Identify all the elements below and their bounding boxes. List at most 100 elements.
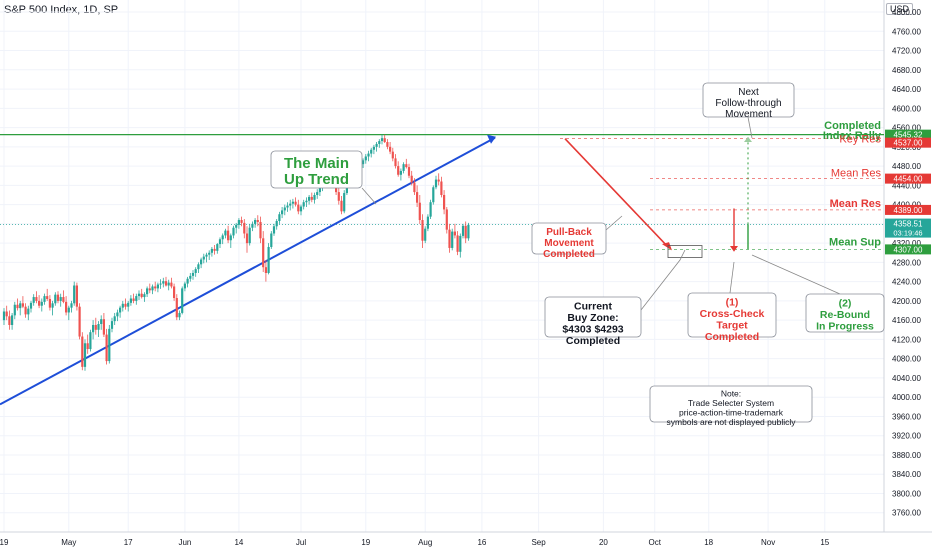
callout-text: Pull-Back [546,227,592,238]
candle-body [116,312,119,317]
y-tick-label: 4720.00 [892,47,921,56]
candle-body [264,267,267,273]
candle [453,223,456,239]
candle-body [189,275,192,279]
candle-body [221,235,224,240]
candle [256,215,259,227]
candle [194,267,197,277]
candle-body [424,228,427,241]
candle [316,189,319,199]
price-tag-text: 4537.00 [894,139,923,148]
candle [78,303,81,340]
candle [370,147,373,158]
candle [132,293,135,304]
candle-body [129,298,132,303]
x-tick-label: 20 [599,538,608,547]
x-tick-label: 17 [124,538,133,547]
price-tag-mean-res-1: 4454.00 [885,173,931,184]
candle [56,291,60,304]
candle-body [81,336,84,367]
candle [286,202,289,212]
candle [170,277,173,289]
candle [183,281,186,292]
candle [38,295,41,309]
candle [208,250,211,260]
candle-body [461,225,465,236]
grid [0,0,884,532]
candle [224,228,227,239]
candle-body [308,196,311,201]
candle-body [429,202,432,217]
pullback-arrowhead [662,242,672,251]
candle-body [451,231,454,248]
candle [426,214,429,232]
candle-body [262,238,265,268]
level-label-rally: Index Rally [823,130,882,142]
candle [291,198,294,209]
candle-body [216,244,219,251]
callout-text: price-action-time-trademark [679,408,784,418]
callout-pointer [751,254,841,295]
trend-arrowhead [487,134,496,144]
candle [305,197,308,208]
candle-body [434,179,438,188]
candle-body [100,319,103,325]
candle-body [316,192,319,195]
y-tick-label: 4480.00 [892,162,921,171]
candle-body [135,296,138,301]
currency-badge[interactable]: USD [886,3,914,15]
candle [429,199,432,220]
candle-body [46,296,49,299]
x-tick-label: 18 [704,538,713,547]
candle [13,301,16,320]
candle [262,231,265,273]
candle [11,312,14,330]
candle-body [40,301,43,306]
candle [21,296,24,309]
candle-body [83,343,87,367]
candle-body [407,167,411,176]
callout-text: Completed [705,331,759,343]
candle [75,282,78,311]
candle-body [132,298,135,301]
candle-body [245,233,249,244]
candle-body [372,146,375,150]
candle [364,154,367,164]
candle [186,276,189,288]
callout-text: Completed [543,249,595,260]
candle-body [389,146,392,152]
candle-body [464,225,467,239]
candle [86,334,89,354]
candle [148,283,151,294]
candle [448,223,451,253]
candle [418,194,421,224]
candle [367,150,370,162]
candle-body [313,194,316,200]
x-tick-label: 19 [361,538,370,547]
candle [151,284,154,295]
candle-body [167,282,170,286]
y-tick-label: 4760.00 [892,27,921,36]
projection-arrowhead [744,136,752,143]
candle [434,175,438,190]
candle-body [416,192,419,203]
candle-body [75,285,78,307]
candle [143,292,146,302]
candle [289,199,292,211]
candle-body [73,285,76,304]
y-tick-label: 3800.00 [892,489,921,498]
candle [410,170,413,186]
candle-body [29,302,33,309]
candle-body [94,324,97,330]
x-tick-label: 16 [477,538,486,547]
candle-body [19,303,22,309]
candle [73,281,76,306]
candle [8,310,11,330]
candle [340,195,343,215]
candle [362,158,365,169]
candle-body [110,321,114,329]
